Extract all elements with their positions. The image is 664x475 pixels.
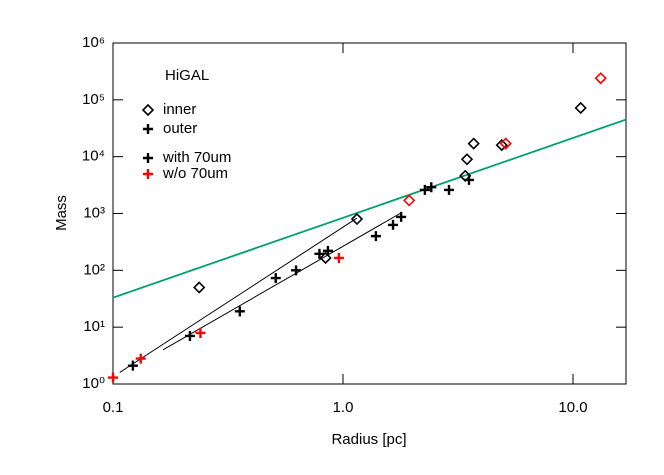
y-tick-label: 10⁴: [82, 148, 105, 165]
y-axis-label: Mass: [53, 195, 70, 231]
plus-marker: [370, 231, 381, 242]
plus-marker: [127, 360, 138, 371]
plus-marker: [333, 252, 344, 263]
diamond-marker: [350, 212, 364, 226]
x-axis-label: Radius [pc]: [331, 431, 406, 448]
diamond-marker: [495, 138, 508, 152]
plus-marker: [234, 306, 245, 317]
y-tick-label: 10³: [83, 204, 105, 221]
plus-marker: [396, 211, 407, 222]
fit-line: [119, 217, 358, 373]
x-tick-label: 10.0: [558, 399, 587, 416]
plus-marker: [426, 182, 437, 193]
plus-marker: [444, 184, 455, 195]
y-tick-label: 10⁰: [82, 375, 105, 392]
plus-marker: [419, 184, 430, 195]
plus-marker: [463, 174, 474, 185]
fit-line: [112, 118, 627, 299]
legend-label: with 70um: [162, 149, 231, 166]
y-tick-label: 10²: [83, 261, 105, 278]
plus-marker: [184, 330, 195, 341]
x-tick-label: 1.0: [333, 399, 354, 416]
plus-marker: [143, 124, 153, 134]
plus-marker: [143, 169, 153, 179]
plus-marker: [135, 353, 146, 364]
plus-marker: [270, 273, 281, 284]
diamond-marker: [403, 194, 416, 207]
y-tick-label: 10⁶: [82, 34, 105, 51]
plus-marker: [314, 248, 325, 259]
plus-marker: [143, 153, 153, 163]
legend-label: outer: [163, 120, 197, 137]
diamond-marker: [499, 137, 512, 150]
diamond-marker: [319, 251, 332, 265]
x-tick-label: 0.1: [103, 399, 124, 416]
plus-marker: [322, 245, 333, 256]
legend-title: HiGAL: [165, 67, 209, 84]
diamond-marker: [594, 72, 607, 85]
legend-label: inner: [163, 101, 196, 118]
diamond-marker: [193, 281, 206, 294]
diamond-marker: [467, 137, 480, 150]
fit-line: [162, 213, 401, 351]
diamond-marker: [574, 101, 587, 115]
plus-marker: [108, 372, 118, 383]
diamond-marker: [141, 103, 155, 117]
legend-label: w/o 70um: [162, 165, 228, 182]
plus-marker: [388, 219, 399, 230]
plus-marker: [291, 265, 302, 276]
y-tick-label: 10⁵: [82, 91, 105, 108]
y-tick-label: 10¹: [83, 318, 105, 335]
plus-marker: [195, 327, 206, 338]
diamond-marker: [460, 153, 474, 166]
